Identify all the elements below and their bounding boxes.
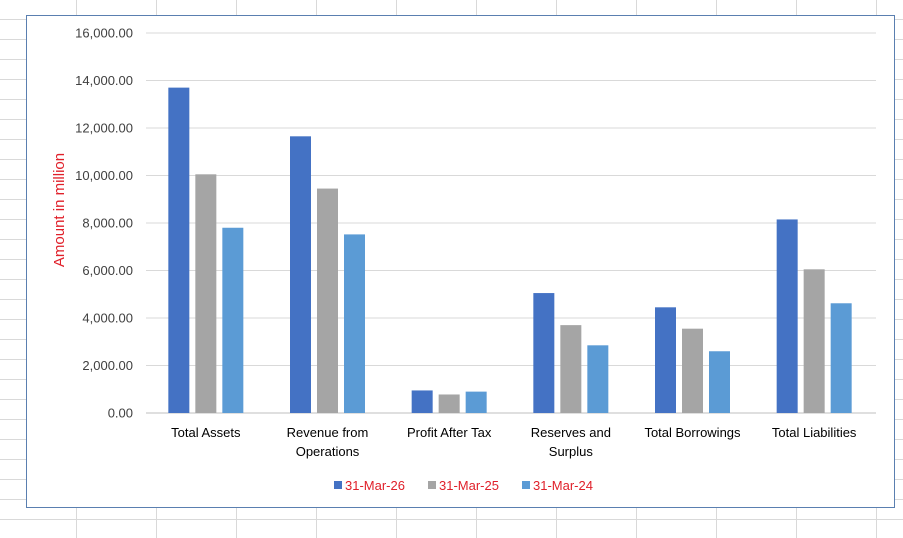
x-category-label: Total Liabilities xyxy=(772,425,857,440)
bar-31-mar-24[interactable] xyxy=(709,351,730,413)
bar-31-mar-24[interactable] xyxy=(222,227,244,413)
bar-31-mar-25[interactable] xyxy=(438,394,460,413)
y-tick-label: 16,000.00 xyxy=(75,26,133,41)
bar-chart: 0.00 2,000.00 4,000.00 6,000.00 8,000.00 10,0… xyxy=(51,26,876,493)
x-category-label: Revenue from Operations xyxy=(287,425,369,459)
legend-item[interactable]: 31-Mar-26 xyxy=(334,478,405,493)
chart-area[interactable]: 0.00 2,000.00 4,000.00 6,000.00 8,000.00 10,0… xyxy=(26,15,895,508)
y-tick-label: 2,000.00 xyxy=(82,358,133,373)
bar-31-mar-26[interactable] xyxy=(776,219,798,413)
bar-31-mar-25[interactable] xyxy=(803,269,825,413)
bar-31-mar-25[interactable] xyxy=(317,188,338,413)
x-category-label: Total Borrowings xyxy=(644,425,741,440)
y-tick-label: 8,000.00 xyxy=(82,216,133,231)
legend-label: 31-Mar-26 xyxy=(345,478,405,493)
bar-31-mar-26[interactable] xyxy=(411,390,433,413)
bar-31-mar-26[interactable] xyxy=(290,136,311,413)
bar-31-mar-24[interactable] xyxy=(587,345,609,413)
legend[interactable]: 31-Mar-26 31-Mar-25 31-Mar-24 xyxy=(334,478,593,493)
bars xyxy=(168,87,852,413)
y-tick-label: 12,000.00 xyxy=(75,121,133,136)
bar-31-mar-25[interactable] xyxy=(682,328,703,413)
gridlines xyxy=(146,32,876,414)
legend-label: 31-Mar-25 xyxy=(439,478,499,493)
y-tick-label: 10,000.00 xyxy=(75,168,133,183)
x-axis-categories: Total Assets Revenue from Operations Profit… xyxy=(171,425,857,459)
legend-swatch xyxy=(522,481,530,489)
y-axis-title: Amount in million xyxy=(51,153,68,267)
y-axis-ticks: 0.00 2,000.00 4,000.00 6,000.00 8,000.00 10,0… xyxy=(75,26,133,421)
legend-item[interactable]: 31-Mar-24 xyxy=(522,478,593,493)
bar-31-mar-24[interactable] xyxy=(465,391,487,413)
x-category-label: Profit After Tax xyxy=(407,425,492,440)
y-tick-label: 6,000.00 xyxy=(82,263,133,278)
bar-31-mar-26[interactable] xyxy=(655,307,676,413)
legend-swatch xyxy=(428,481,436,489)
legend-item[interactable]: 31-Mar-25 xyxy=(428,478,499,493)
y-tick-label: 4,000.00 xyxy=(82,311,133,326)
bar-31-mar-26[interactable] xyxy=(168,87,190,413)
bar-31-mar-25[interactable] xyxy=(195,174,217,413)
y-tick-label: 0.00 xyxy=(108,406,133,421)
x-category-label: Total Assets xyxy=(171,425,241,440)
bar-31-mar-24[interactable] xyxy=(344,234,365,413)
legend-swatch xyxy=(334,481,342,489)
x-category-label: Reserves and Surplus xyxy=(531,425,611,459)
bar-31-mar-25[interactable] xyxy=(560,325,582,413)
bar-31-mar-26[interactable] xyxy=(533,293,555,413)
legend-label: 31-Mar-24 xyxy=(533,478,593,493)
bar-31-mar-24[interactable] xyxy=(830,303,852,413)
y-tick-label: 14,000.00 xyxy=(75,73,133,88)
